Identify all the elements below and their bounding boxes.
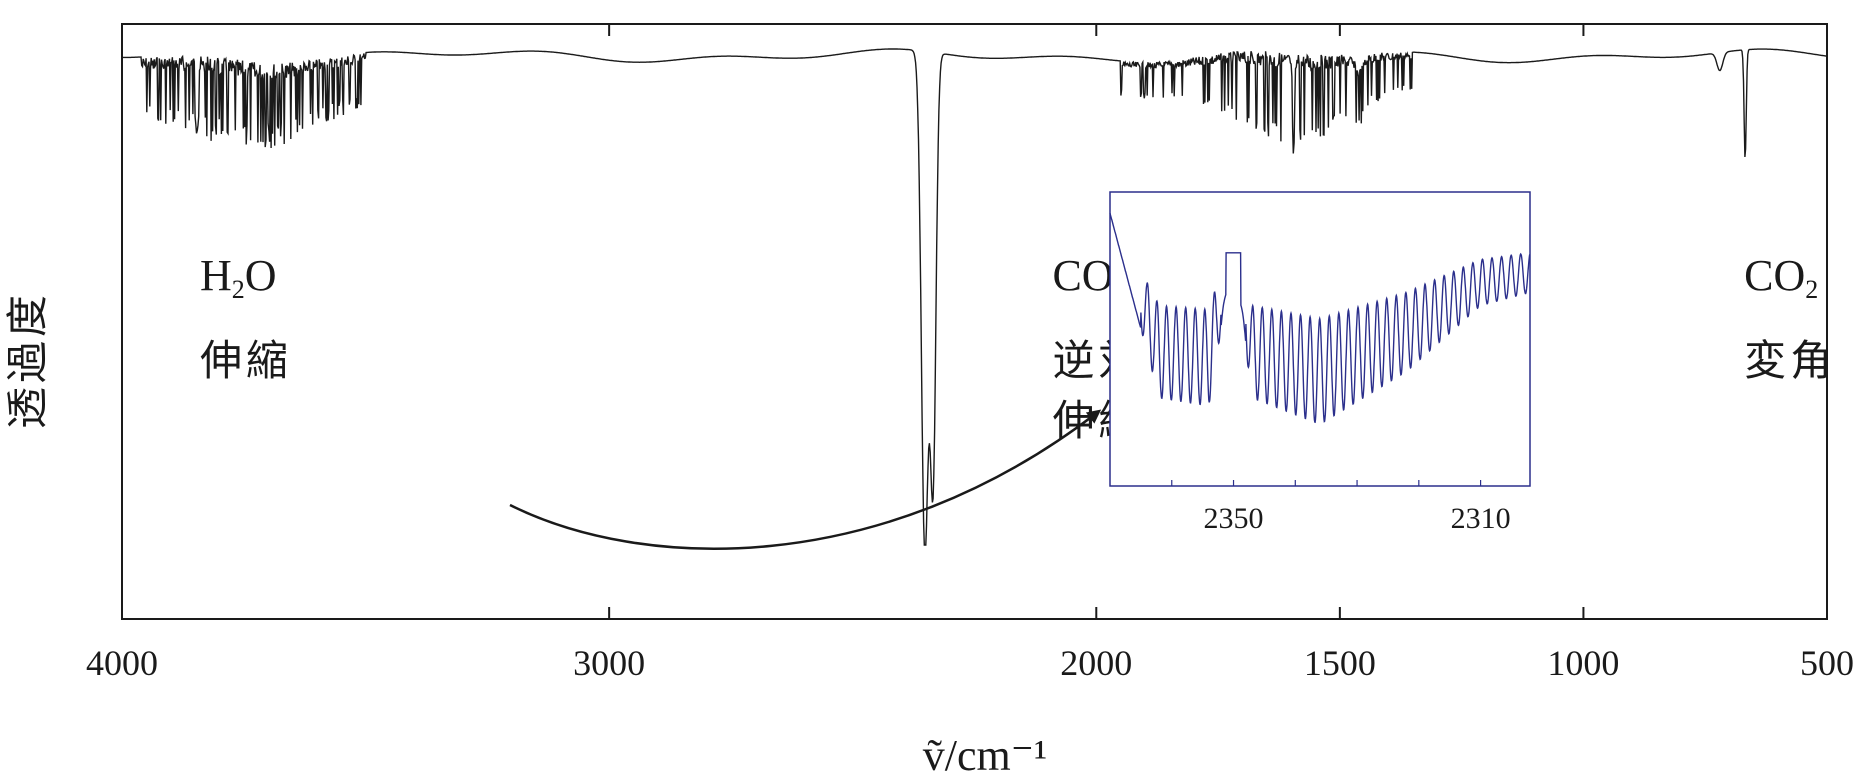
x-axis-ticks: 4000 3000 2000 1500 1000 500 bbox=[86, 24, 1854, 683]
x-axis-label: ṽ/cm⁻¹ bbox=[923, 731, 1047, 780]
annotation-formula-3: CO2 bbox=[1744, 251, 1818, 304]
inset-zoom-plot: 2350 2310 bbox=[1109, 191, 1531, 535]
inset-tick-label-2310: 2310 bbox=[1451, 502, 1511, 535]
plot-frame bbox=[121, 23, 1828, 620]
x-tick-label-3000: 3000 bbox=[573, 643, 645, 683]
x-tick-label-2000: 2000 bbox=[1060, 643, 1132, 683]
annotation-mode-3-0: 変角 bbox=[1744, 336, 1836, 385]
x-tick-label-1500: 1500 bbox=[1304, 643, 1376, 683]
inset-spectrum-line bbox=[1109, 213, 1531, 424]
inset-tick-label-2350: 2350 bbox=[1204, 502, 1264, 535]
annotation-formula-0: H2O bbox=[200, 251, 277, 304]
band-annotations: H2O伸縮CO2逆対称伸縮H2O変角CO2変角 bbox=[200, 251, 1836, 445]
x-tick-label-1000: 1000 bbox=[1547, 643, 1619, 683]
annotation-mode-0-0: 伸縮 bbox=[200, 336, 292, 385]
y-axis-label: 透過度 bbox=[3, 291, 52, 429]
zoom-arrow bbox=[509, 409, 1102, 550]
x-tick-label-4000: 4000 bbox=[86, 643, 158, 683]
inset-axis-ticks: 2350 2310 bbox=[1171, 480, 1511, 535]
spectrum-line bbox=[122, 48, 1827, 546]
inset-frame bbox=[1109, 191, 1531, 487]
x-tick-label-500: 500 bbox=[1800, 643, 1854, 683]
